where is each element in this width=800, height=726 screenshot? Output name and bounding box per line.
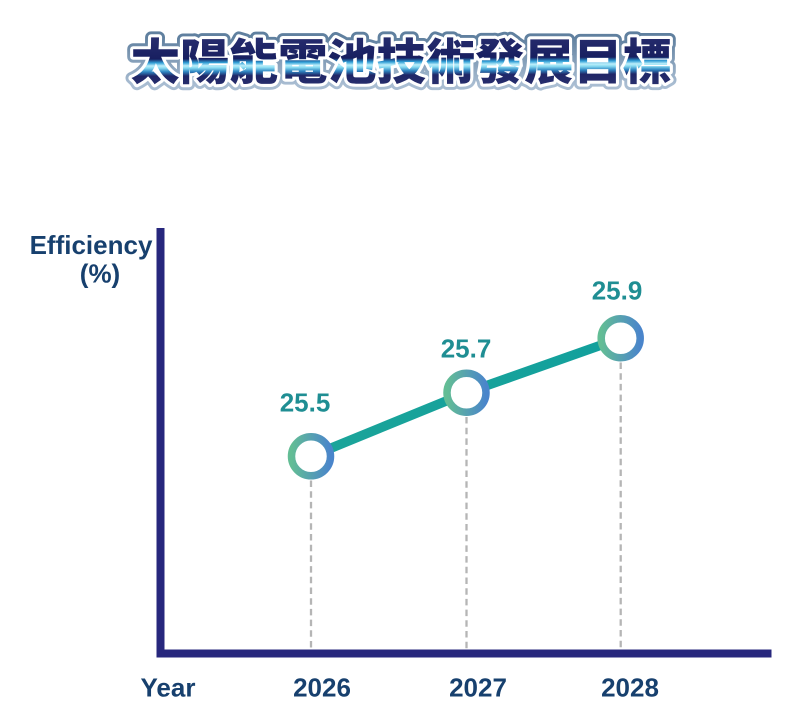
svg-text:25.7: 25.7 [441, 334, 492, 364]
svg-text:25.5: 25.5 [280, 388, 331, 418]
svg-text:Efficiency: Efficiency [30, 230, 153, 260]
svg-text:25.9: 25.9 [592, 276, 643, 306]
svg-text:(%): (%) [80, 259, 120, 289]
svg-text:2026: 2026 [293, 673, 351, 703]
svg-text:2028: 2028 [601, 673, 659, 703]
svg-text:Year: Year [141, 673, 196, 703]
svg-text:2027: 2027 [449, 673, 507, 703]
